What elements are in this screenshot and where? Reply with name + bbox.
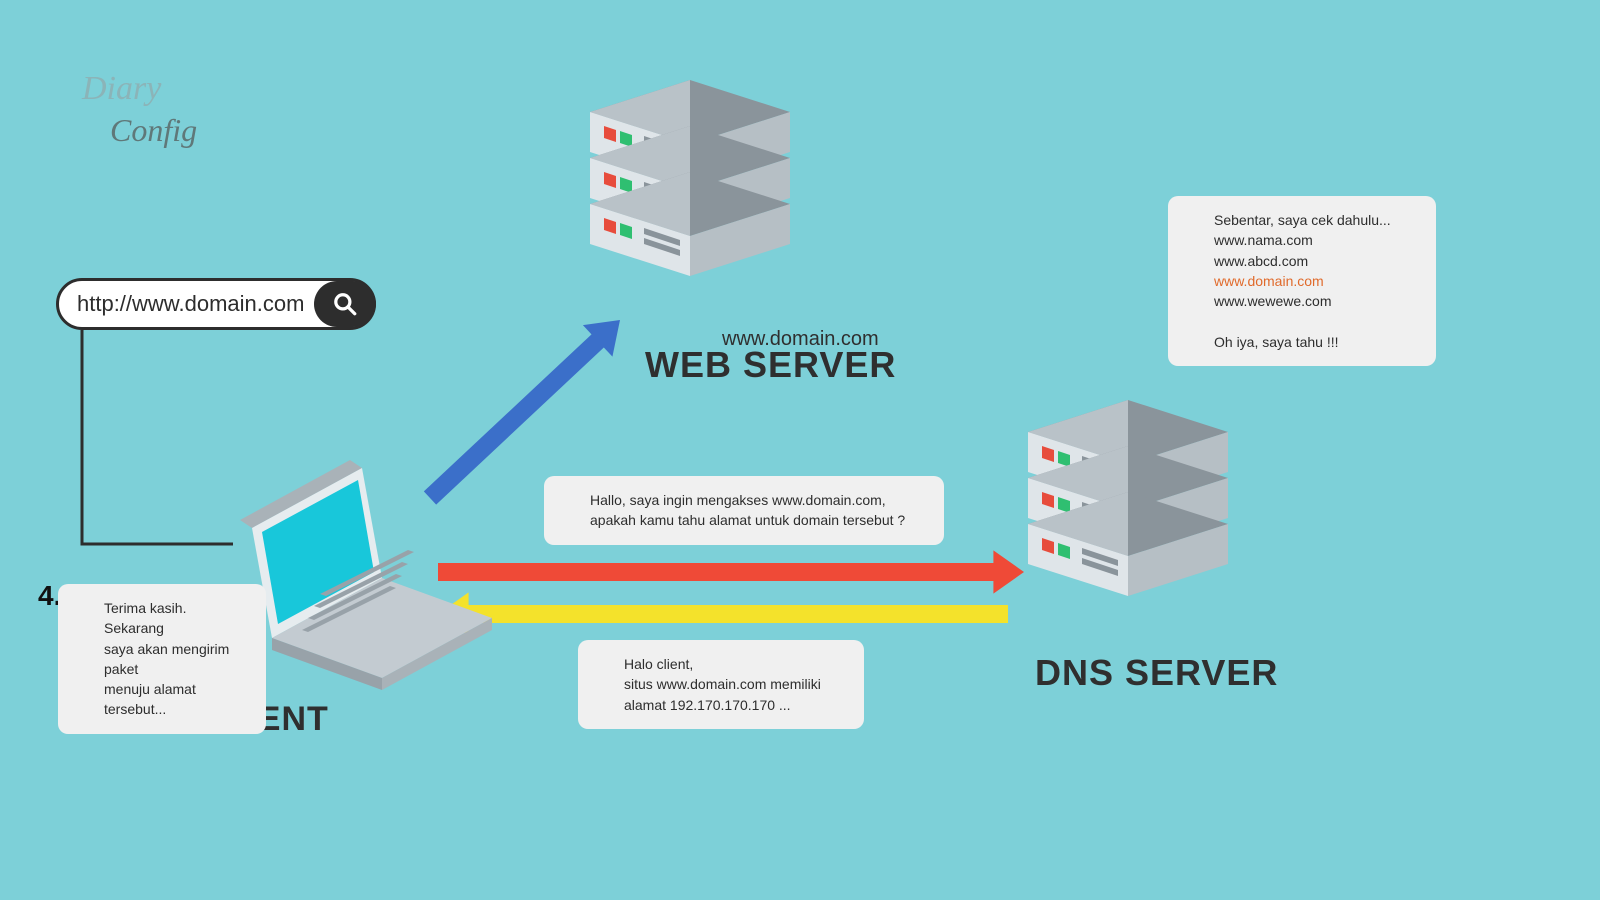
bubble-line: situs www.domain.com memiliki [624,674,846,694]
url-text: http://www.domain.com [59,291,317,317]
step-4-bubble: Terima kasih. Sekarangsaya akan mengirim… [58,584,266,734]
bubble-line: www.nama.com [1214,230,1418,250]
logo-line2: Config [110,112,197,149]
diagram-stage: Diary Config http://www.domain.com [0,0,1600,900]
bubble-line: www.wewewe.com [1214,291,1418,311]
arrow-dns-to-client [438,592,1008,635]
webserver-icon [590,80,790,276]
bubble-line: Hallo, saya ingin mengakses www.domain.c… [590,490,926,510]
bubble-line: www.domain.com [1214,271,1418,291]
bubble-line: Terima kasih. Sekarang [104,598,248,639]
bubble-line: menuju alamat tersebut... [104,679,248,720]
url-bar: http://www.domain.com [56,278,376,330]
dnsserver-label: DNS SERVER [1035,652,1278,694]
search-button[interactable] [314,281,376,327]
bubble-line [1214,311,1418,331]
webserver-label: WEB SERVER [645,344,896,386]
bubble-line: apakah kamu tahu alamat untuk domain ter… [590,510,926,530]
laptop-icon [240,460,492,690]
bubble-line: Oh iya, saya tahu !!! [1214,332,1418,352]
url-connector-line [82,330,233,544]
bubble-line: Halo client, [624,654,846,674]
bubble-line: saya akan mengirim paket [104,639,248,680]
arrow-client-to-dns [438,550,1024,593]
step-1-bubble: Hallo, saya ingin mengakses www.domain.c… [544,476,944,545]
search-icon [332,291,358,317]
logo-line1: Diary [82,70,161,108]
dnsserver-icon [1028,400,1228,596]
bubble-line: www.abcd.com [1214,251,1418,271]
bubble-line: Sebentar, saya cek dahulu... [1214,210,1418,230]
diagram-svg [0,0,1600,900]
step-2-bubble: Sebentar, saya cek dahulu...www.nama.com… [1168,196,1436,366]
bubble-line: alamat 192.170.170.170 ... [624,695,846,715]
step-3-bubble: Halo client,situs www.domain.com memilik… [578,640,864,729]
